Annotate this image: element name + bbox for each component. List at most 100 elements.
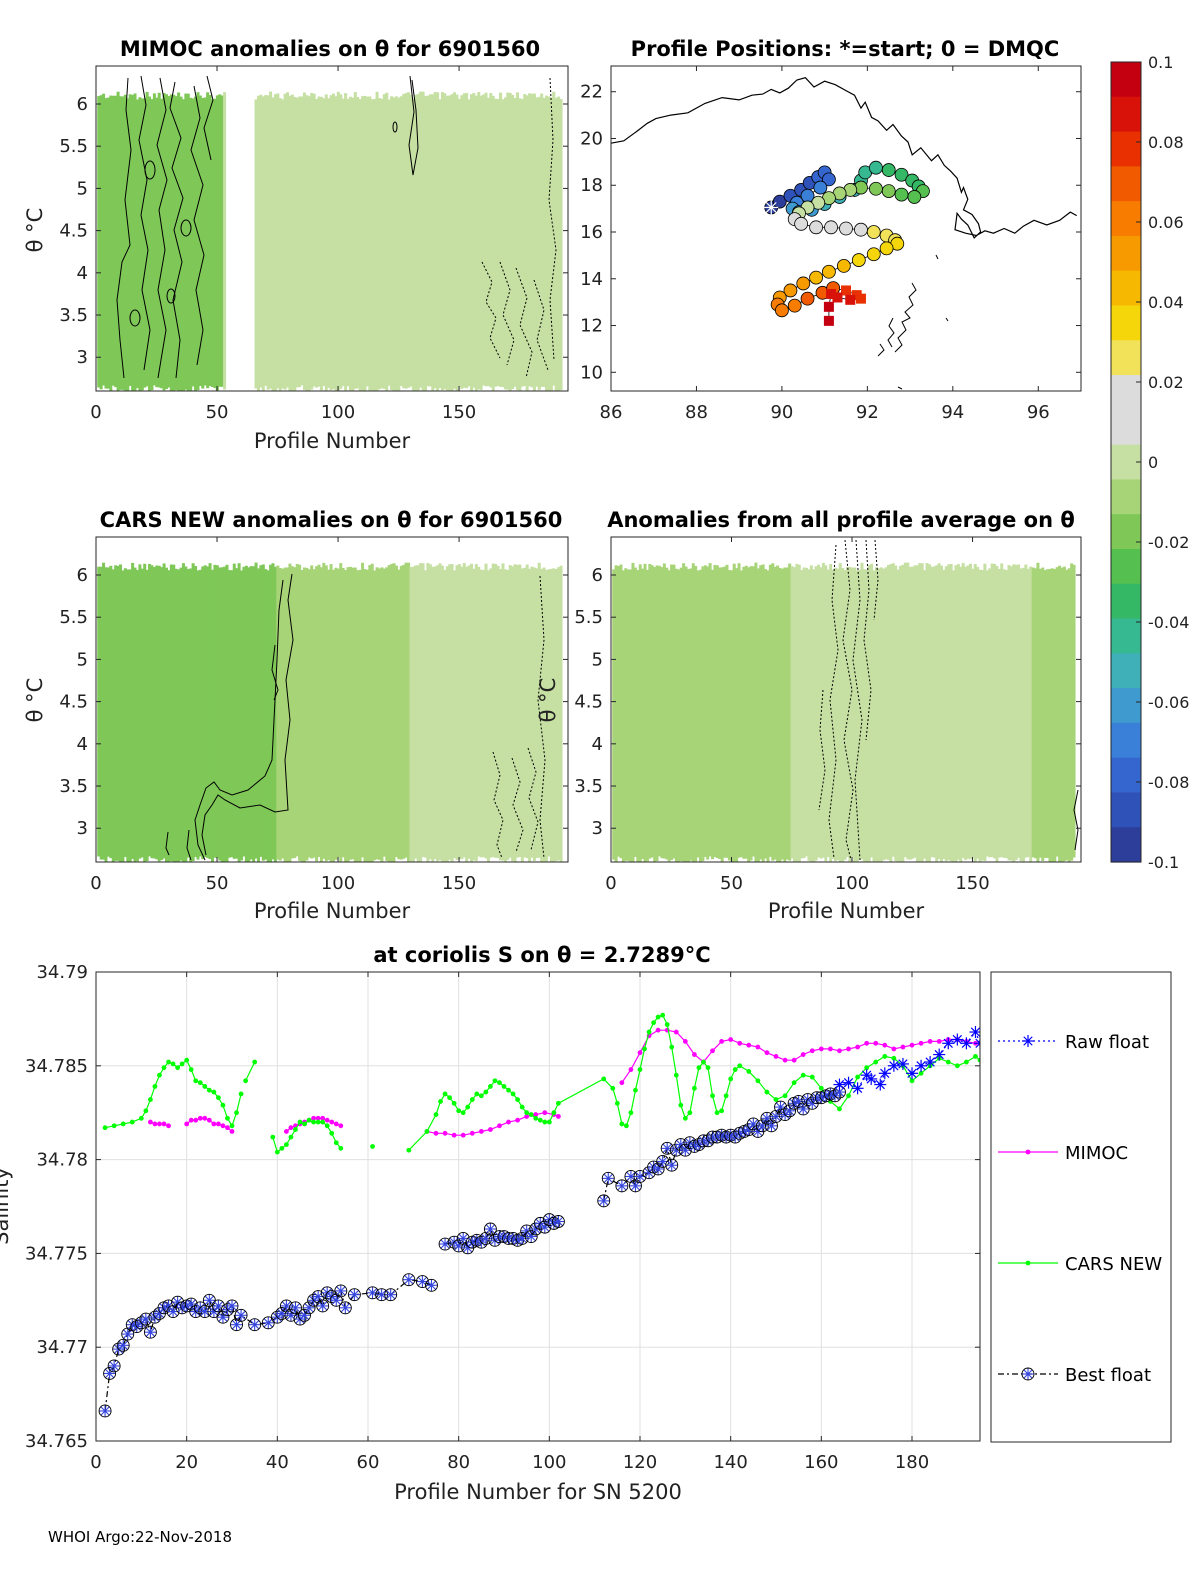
anomaly-cell — [194, 566, 198, 858]
anomaly-cell — [915, 565, 919, 862]
anomaly-cell — [913, 565, 917, 858]
circle-arm — [485, 1224, 496, 1234]
circle-arm — [508, 1233, 518, 1244]
anomaly-cell — [1002, 569, 1006, 858]
anomaly-cell — [191, 98, 195, 387]
anomaly-cell — [884, 567, 888, 860]
colorbar-swatch — [1111, 688, 1141, 724]
anomaly-cell — [271, 97, 275, 391]
anomaly-cell — [455, 565, 459, 860]
anomaly-cell — [985, 570, 989, 857]
track-point — [879, 241, 894, 256]
anomaly-cell — [256, 568, 260, 862]
y-tick-label: 5 — [77, 178, 88, 199]
anomaly-cell — [511, 94, 515, 390]
mimoc-anomaly-ticks: 0 50 100 150 3 3.5 4 4.5 5 5.5 6 — [59, 66, 568, 423]
data-point-circle — [665, 1158, 679, 1172]
anomaly-cell — [515, 564, 519, 858]
x-tick-label: 50 — [206, 873, 229, 894]
circle-outline — [116, 1338, 130, 1352]
y-tick-label: 4 — [77, 734, 88, 755]
y-tick-label: 4 — [592, 734, 603, 755]
circle-arm — [281, 1301, 292, 1311]
anomaly-cell — [528, 568, 532, 862]
circle-arm — [250, 1320, 260, 1330]
colorbar-swatch — [1111, 201, 1141, 237]
anomaly-cell — [319, 567, 323, 862]
anomaly-cell — [361, 562, 365, 858]
track-point — [854, 222, 868, 237]
data-point — [238, 1091, 244, 1097]
anomaly-cell — [358, 99, 362, 391]
anomaly-cell — [305, 95, 309, 391]
anomaly-cell — [271, 563, 275, 860]
anomaly-cell — [807, 569, 811, 861]
anomaly-cell — [525, 564, 529, 859]
anomaly-cell — [450, 563, 454, 862]
anomaly-cell — [433, 92, 437, 389]
data-point-circle — [98, 1404, 112, 1418]
data-point-circle — [1021, 1367, 1035, 1381]
circle-arm — [227, 1301, 237, 1311]
circle-outline — [298, 1308, 311, 1322]
data-point — [764, 1050, 770, 1056]
anomaly-cell — [1065, 569, 1069, 861]
data-point-circle — [597, 1194, 611, 1208]
data-point — [179, 1061, 185, 1067]
anomaly-cell — [780, 568, 784, 860]
anomaly-cell — [332, 569, 336, 862]
anomaly-cell — [727, 570, 731, 861]
anomaly-cell — [1014, 564, 1018, 861]
anomaly-cell — [865, 569, 869, 862]
data-point-circle — [438, 1237, 452, 1251]
data-point — [492, 1078, 498, 1084]
anomaly-cell — [995, 565, 999, 862]
anomaly-cell — [460, 95, 464, 389]
colorbar: 0.1 0.08 0.06 0.04 0.02 0 -0.02 -0.04 -0.06 -0.08… — [1110, 53, 1189, 872]
anomaly-cell — [626, 569, 630, 861]
anomaly-cell — [920, 563, 924, 862]
y-tick-label: 34.78 — [36, 1150, 88, 1171]
salinity-series — [98, 1012, 980, 1418]
salinity-ylabel: Salinity — [0, 1167, 13, 1245]
legend-label: MIMOC — [1065, 1143, 1128, 1164]
y-tick-label: 34.785 — [25, 1056, 88, 1077]
anomaly-cell — [802, 567, 806, 859]
anomaly-cell — [102, 562, 106, 860]
x-tick-label: 90 — [770, 402, 793, 423]
anomaly-cell — [407, 92, 411, 388]
circle-arm — [318, 1301, 328, 1311]
x-tick-label: 96 — [1027, 402, 1050, 423]
data-point — [302, 1121, 307, 1127]
anomaly-cell — [266, 570, 270, 862]
anomaly-cell — [662, 563, 666, 859]
anomaly-cell — [225, 564, 229, 862]
circle-outline — [130, 1320, 144, 1334]
data-point — [138, 1115, 144, 1121]
data-point-circle — [225, 1299, 239, 1313]
anomaly-cell — [532, 93, 536, 391]
anomaly-cell — [1058, 565, 1062, 862]
anomaly-cell — [189, 568, 193, 862]
anomaly-cell — [469, 94, 473, 391]
anomaly-cell — [879, 567, 883, 862]
anomaly-cell — [462, 93, 466, 388]
anomaly-cell — [356, 570, 360, 862]
anomaly-cell — [997, 568, 1001, 858]
anomaly-cell — [99, 95, 103, 390]
cars-new-anomaly-negative-contours — [492, 575, 546, 859]
data-point-circle — [298, 1308, 311, 1322]
anomaly-cell — [106, 97, 110, 389]
anomaly-cell — [858, 569, 862, 860]
circle-arm — [200, 1306, 210, 1317]
circle-outline — [783, 1104, 797, 1118]
x-tick-label: 80 — [447, 1452, 470, 1473]
anomaly-cell — [937, 563, 941, 860]
star-arm — [875, 1079, 885, 1090]
anomaly-cell — [821, 562, 825, 858]
circle-arm — [123, 1329, 133, 1339]
anomaly-cell — [341, 98, 345, 387]
data-point — [728, 1076, 734, 1082]
anomaly-cell — [545, 570, 549, 862]
data-point — [465, 1104, 471, 1110]
